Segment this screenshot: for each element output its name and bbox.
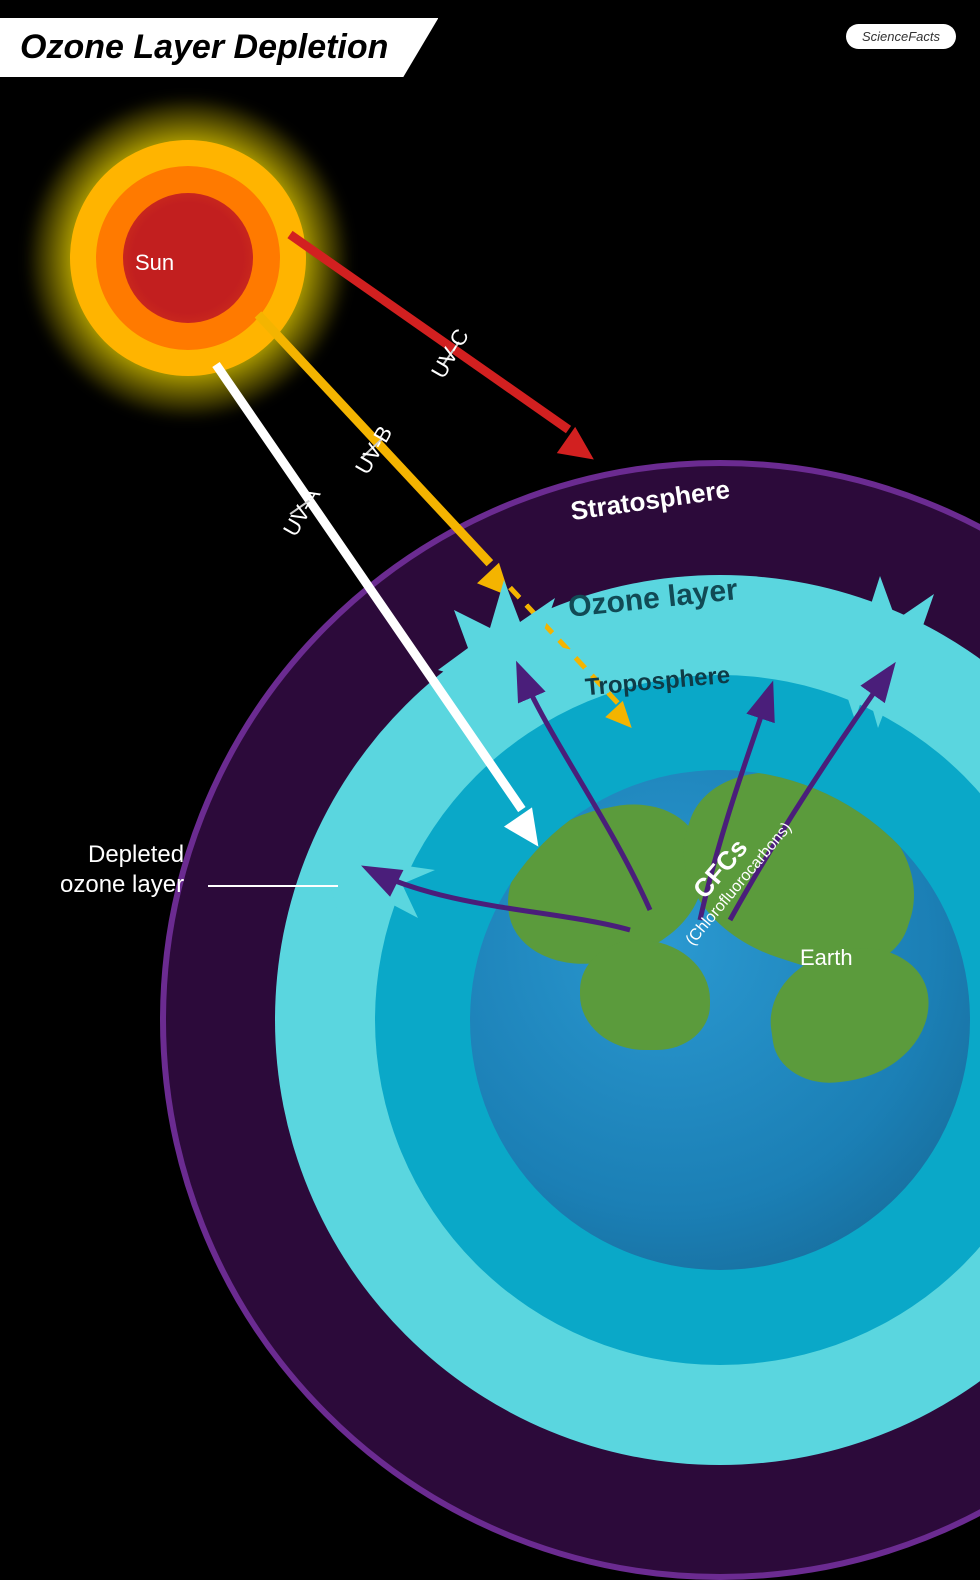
earth-label: Earth	[800, 945, 853, 971]
depleted-line2: ozone layer	[60, 871, 184, 898]
depleted-line1: Depleted	[88, 841, 184, 868]
uv-c-arrow	[287, 231, 571, 433]
title-banner: Ozone Layer Depletion	[0, 18, 438, 77]
depleted-ozone-label: Depleted ozone layer	[60, 840, 184, 900]
uv-c-arrowhead	[557, 427, 603, 473]
depleted-callout-line	[208, 885, 338, 887]
title-text: Ozone Layer Depletion	[20, 28, 388, 66]
sun-label: Sun	[135, 250, 174, 276]
watermark-badge: ScienceFacts	[846, 24, 956, 49]
watermark-text: ScienceFacts	[862, 29, 940, 44]
